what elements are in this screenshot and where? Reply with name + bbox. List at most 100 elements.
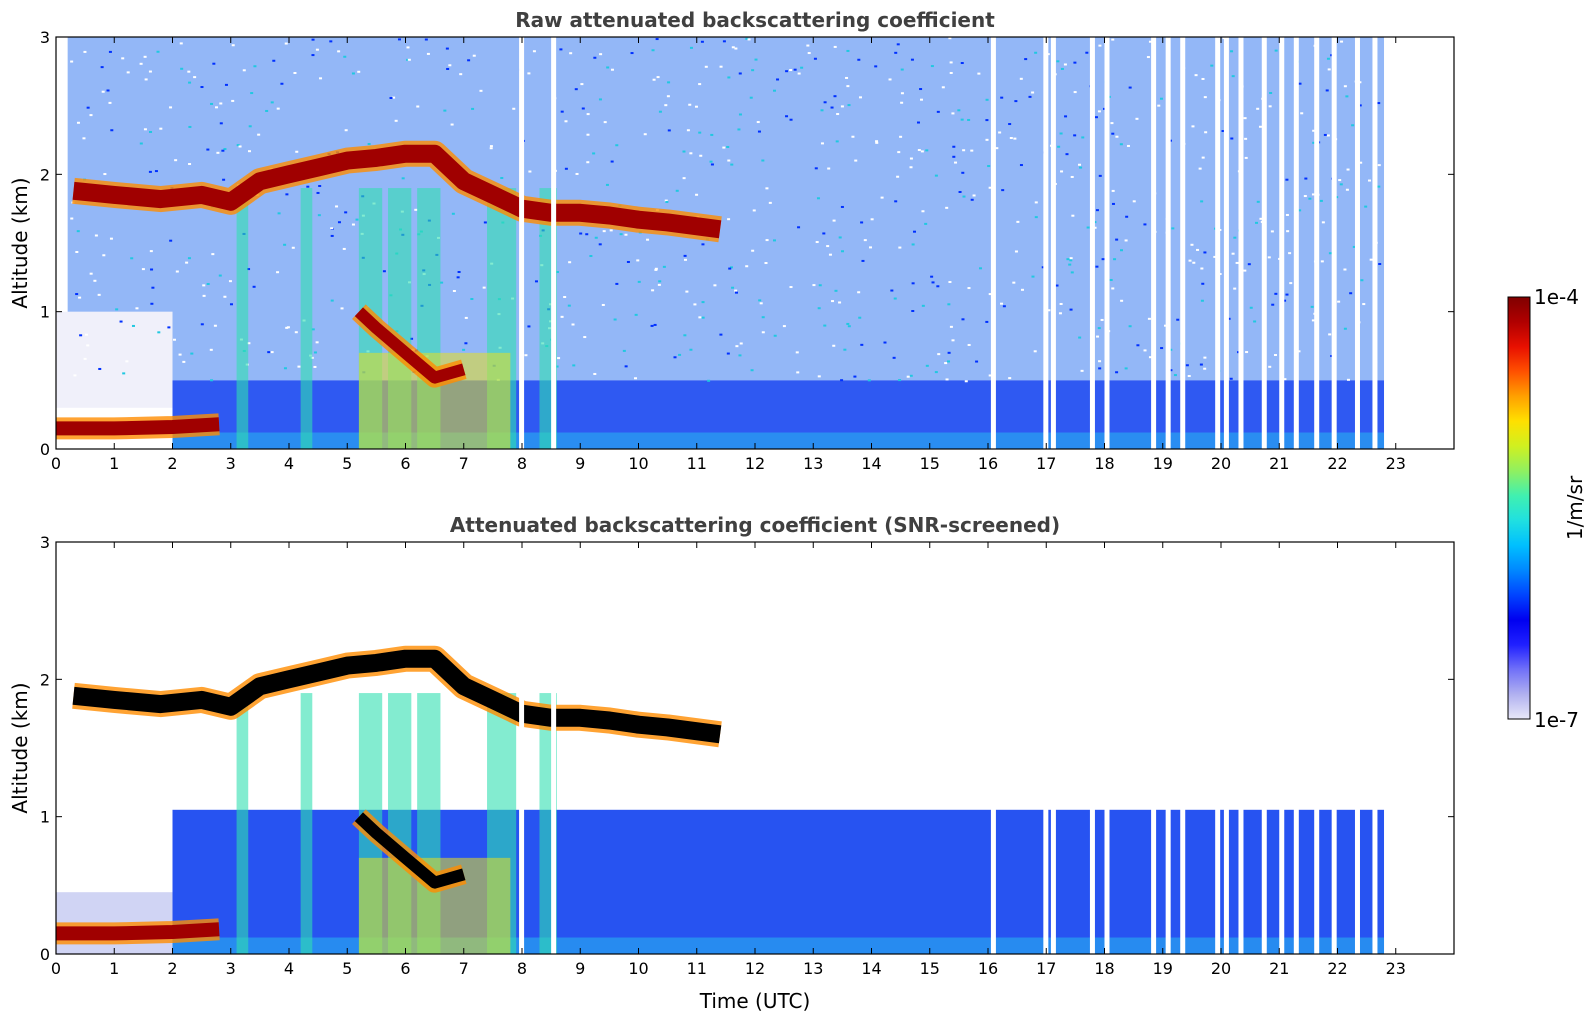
- noise-speck: [472, 54, 476, 57]
- noise-speck: [188, 81, 192, 84]
- noise-speck: [351, 223, 355, 226]
- noise-speck: [847, 104, 851, 107]
- noise-speck: [219, 102, 223, 105]
- noise-speck: [389, 97, 393, 100]
- noise-speck: [870, 218, 874, 221]
- data-gap: [519, 37, 525, 449]
- noise-speck: [987, 165, 991, 168]
- noise-speck: [83, 357, 87, 360]
- noise-speck: [1267, 256, 1271, 259]
- noise-speck: [789, 69, 793, 72]
- noise-speck: [759, 302, 763, 305]
- noise-speck: [1185, 364, 1189, 367]
- noise-speck: [149, 250, 153, 253]
- noise-speck: [605, 183, 609, 186]
- noise-speck: [182, 360, 186, 363]
- x-tick-label: 1: [109, 454, 119, 473]
- x-tick-label: 15: [920, 454, 940, 473]
- noise-speck: [624, 365, 628, 368]
- noise-speck: [1298, 82, 1302, 85]
- noise-speck: [1096, 335, 1100, 338]
- noise-speck: [1274, 292, 1278, 295]
- noise-speck: [985, 98, 989, 101]
- noise-speck: [1230, 50, 1234, 53]
- noise-speck: [695, 193, 699, 196]
- noise-speck: [1128, 86, 1132, 89]
- noise-speck: [311, 54, 315, 57]
- noise-speck: [250, 92, 254, 95]
- noise-speck: [555, 271, 559, 274]
- noise-speck: [911, 243, 915, 246]
- x-tick-label: 11: [687, 454, 707, 473]
- noise-speck: [397, 38, 401, 41]
- noise-speck: [945, 378, 949, 381]
- noise-speck: [840, 379, 844, 382]
- noise-speck: [157, 331, 161, 334]
- noise-speck: [139, 62, 143, 65]
- noise-speck: [1337, 300, 1341, 303]
- x-tick-label: 20: [1211, 959, 1231, 978]
- noise-speck: [831, 300, 835, 303]
- noise-speck: [795, 351, 799, 354]
- x-tick-label: 17: [1036, 454, 1056, 473]
- noise-speck: [586, 113, 590, 116]
- noise-speck: [76, 121, 80, 124]
- noise-speck: [149, 130, 153, 133]
- noise-speck: [394, 119, 398, 122]
- noise-speck: [893, 297, 897, 300]
- noise-speck: [564, 167, 568, 170]
- y-tick-label: 2: [40, 165, 50, 184]
- noise-speck: [1071, 214, 1075, 217]
- x-tick-label: 21: [1269, 959, 1289, 978]
- noise-speck: [598, 98, 602, 101]
- noise-speck: [832, 344, 836, 347]
- data-gap: [1372, 542, 1378, 954]
- noise-speck: [637, 280, 641, 283]
- noise-speck: [857, 58, 861, 61]
- noise-speck: [109, 237, 113, 240]
- y-tick-label: 1: [40, 303, 50, 322]
- noise-speck: [1008, 377, 1012, 380]
- noise-speck: [1323, 133, 1327, 136]
- noise-speck: [883, 341, 887, 344]
- noise-speck: [223, 148, 227, 151]
- y-tick-label: 1: [40, 808, 50, 827]
- noise-speck: [1229, 377, 1233, 380]
- noise-speck: [840, 205, 844, 208]
- noise-speck: [737, 128, 741, 131]
- noise-speck: [1128, 325, 1132, 328]
- noise-speck: [1203, 367, 1207, 370]
- noise-speck: [734, 289, 738, 292]
- noise-speck: [108, 50, 112, 53]
- noise-speck: [1258, 125, 1262, 128]
- noise-speck: [977, 72, 981, 75]
- noise-speck: [709, 160, 713, 163]
- noise-speck: [200, 86, 204, 89]
- noise-speck: [948, 37, 952, 40]
- noise-speck: [467, 59, 471, 62]
- noise-speck: [858, 96, 862, 99]
- noise-speck: [832, 219, 836, 222]
- x-tick-label: 18: [1094, 454, 1114, 473]
- noise-speck: [896, 175, 900, 178]
- noise-speck: [772, 239, 776, 242]
- noise-speck: [1273, 354, 1277, 357]
- noise-speck: [828, 253, 832, 256]
- noise-speck: [731, 286, 735, 289]
- noise-speck: [1148, 356, 1152, 359]
- noise-speck: [1169, 348, 1173, 351]
- noise-speck: [1327, 68, 1331, 71]
- noise-speck: [283, 367, 287, 370]
- noise-speck: [962, 195, 966, 198]
- y-tick-label: 3: [40, 533, 50, 552]
- noise-speck: [752, 209, 756, 212]
- noise-speck: [909, 166, 913, 169]
- noise-speck: [1298, 209, 1302, 212]
- noise-speck: [527, 325, 531, 328]
- noise-speck: [1319, 199, 1323, 202]
- noise-speck: [807, 52, 811, 55]
- colorbar-max-label: 1e-4: [1534, 285, 1579, 309]
- data-gap: [1261, 37, 1267, 449]
- noise-speck: [665, 200, 669, 203]
- noise-speck: [962, 149, 966, 152]
